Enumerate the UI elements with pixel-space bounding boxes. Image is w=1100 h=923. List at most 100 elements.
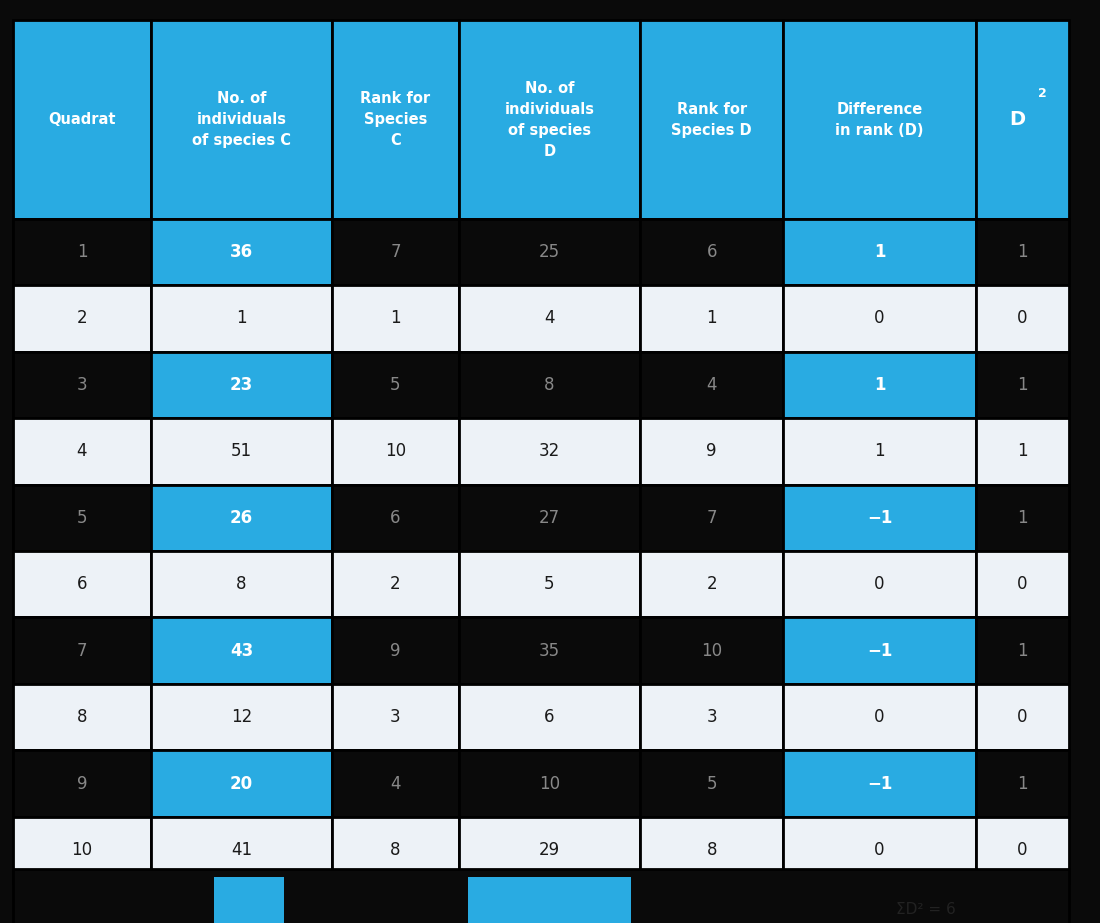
Text: 51: 51 <box>231 442 252 461</box>
Bar <box>332 817 459 883</box>
Text: 2: 2 <box>390 575 400 593</box>
Bar <box>13 485 1069 551</box>
Bar <box>640 485 783 551</box>
Text: 1: 1 <box>1018 442 1027 461</box>
Text: −1: −1 <box>867 509 892 527</box>
Bar <box>13 20 151 219</box>
Text: 3: 3 <box>706 708 717 726</box>
Bar <box>640 684 783 750</box>
Text: 6: 6 <box>77 575 87 593</box>
Bar <box>640 20 783 219</box>
Bar <box>976 684 1069 750</box>
Bar <box>640 285 783 352</box>
Text: 5: 5 <box>390 376 400 394</box>
Text: 12: 12 <box>231 708 252 726</box>
Bar <box>459 20 640 219</box>
Bar <box>976 285 1069 352</box>
Bar <box>151 684 332 750</box>
Text: 0: 0 <box>1018 708 1027 726</box>
Text: 27: 27 <box>539 509 560 527</box>
Bar <box>976 20 1069 219</box>
Text: 7: 7 <box>390 243 400 261</box>
Bar <box>151 219 332 285</box>
Bar <box>332 617 459 684</box>
Text: 3: 3 <box>77 376 87 394</box>
Text: 4: 4 <box>706 376 717 394</box>
Text: 20: 20 <box>230 774 253 793</box>
Text: 4: 4 <box>544 309 554 328</box>
Text: 0: 0 <box>874 309 884 328</box>
Text: 35: 35 <box>539 641 560 660</box>
Text: 1: 1 <box>77 243 87 261</box>
Text: 7: 7 <box>77 641 87 660</box>
Bar <box>214 877 284 923</box>
Text: 9: 9 <box>706 442 717 461</box>
Bar <box>151 418 332 485</box>
Bar <box>151 750 332 817</box>
Text: 1: 1 <box>1018 774 1027 793</box>
Text: Rank for
Species
C: Rank for Species C <box>361 91 430 148</box>
Bar <box>332 219 459 285</box>
Bar <box>976 352 1069 418</box>
Bar <box>459 485 640 551</box>
Bar <box>13 219 151 285</box>
Text: 1: 1 <box>1018 641 1027 660</box>
Bar <box>783 352 976 418</box>
Bar <box>13 485 151 551</box>
Bar <box>468 877 631 923</box>
Bar <box>13 219 1069 285</box>
Bar <box>640 750 783 817</box>
Bar <box>13 285 151 352</box>
Text: 0: 0 <box>1018 575 1027 593</box>
Bar <box>640 617 783 684</box>
Bar <box>13 869 1069 923</box>
Text: 5: 5 <box>706 774 717 793</box>
Text: 4: 4 <box>390 774 400 793</box>
Bar <box>13 352 151 418</box>
Text: No. of
individuals
of species
D: No. of individuals of species D <box>505 80 594 159</box>
Text: 36: 36 <box>230 243 253 261</box>
Text: D: D <box>1009 110 1025 129</box>
Bar <box>332 20 459 219</box>
Text: 0: 0 <box>874 841 884 859</box>
Text: 25: 25 <box>539 243 560 261</box>
Bar <box>459 418 640 485</box>
Bar <box>783 418 976 485</box>
Text: No. of
individuals
of species C: No. of individuals of species C <box>192 91 292 148</box>
Text: 1: 1 <box>390 309 400 328</box>
Text: 6: 6 <box>544 708 554 726</box>
Bar <box>459 750 640 817</box>
Text: 5: 5 <box>77 509 87 527</box>
Text: 8: 8 <box>77 708 87 726</box>
Bar <box>332 418 459 485</box>
Bar <box>13 352 1069 418</box>
Bar <box>976 750 1069 817</box>
Text: 6: 6 <box>390 509 400 527</box>
Bar <box>640 219 783 285</box>
Bar <box>459 352 640 418</box>
Text: 1: 1 <box>1018 243 1027 261</box>
Text: Difference
in rank (D): Difference in rank (D) <box>835 102 924 138</box>
Bar <box>13 617 1069 684</box>
Text: 26: 26 <box>230 509 253 527</box>
Bar <box>151 551 332 617</box>
Text: 0: 0 <box>1018 841 1027 859</box>
Text: 2: 2 <box>706 575 717 593</box>
Text: 0: 0 <box>1018 309 1027 328</box>
Bar <box>783 485 976 551</box>
Text: Quadrat: Quadrat <box>48 112 116 127</box>
Bar <box>332 684 459 750</box>
Bar <box>976 817 1069 883</box>
Text: 1: 1 <box>1018 376 1027 394</box>
Bar <box>459 285 640 352</box>
Text: Rank for
Species D: Rank for Species D <box>671 102 752 138</box>
Bar <box>976 485 1069 551</box>
Text: 10: 10 <box>701 641 723 660</box>
Text: 0: 0 <box>874 575 884 593</box>
Bar <box>459 551 640 617</box>
Text: −1: −1 <box>867 641 892 660</box>
Bar <box>976 219 1069 285</box>
Text: 32: 32 <box>539 442 560 461</box>
Text: 1: 1 <box>706 309 717 328</box>
Bar <box>783 20 976 219</box>
